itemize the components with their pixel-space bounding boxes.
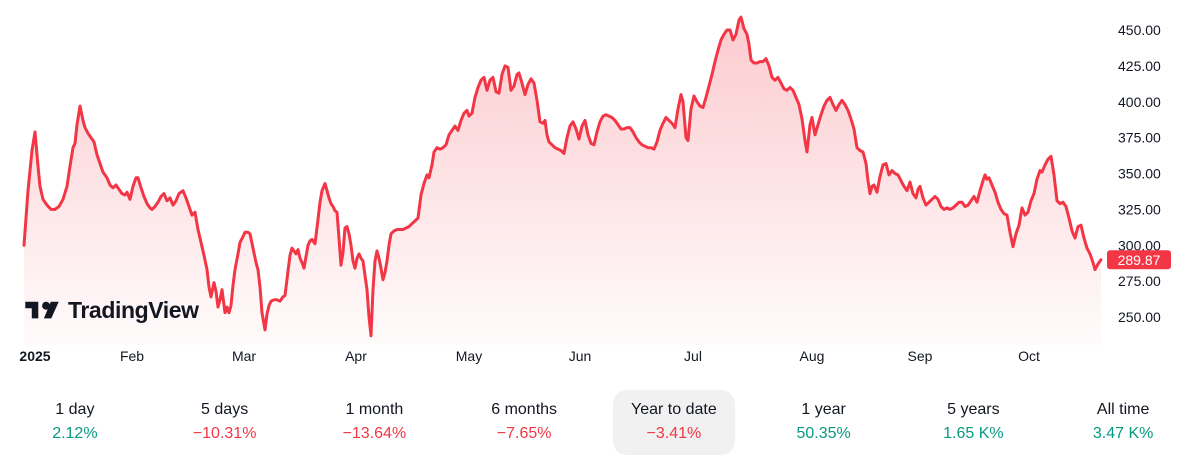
- range-button-5-years[interactable]: 5 years 1.65 K%: [919, 390, 1027, 455]
- range-label: 5 years: [947, 401, 1000, 418]
- range-button-1-year[interactable]: 1 year 50.35%: [770, 390, 878, 455]
- range-change: 1.65 K%: [943, 425, 1004, 442]
- x-axis-label: Sep: [908, 348, 933, 364]
- range-cell: 1 day 2.12%: [0, 390, 150, 455]
- y-axis-label: 375.00: [1118, 130, 1161, 146]
- x-axis-label: Mar: [232, 348, 256, 364]
- range-change: −7.65%: [496, 425, 552, 442]
- range-button-5-days[interactable]: 5 days −10.31%: [171, 390, 279, 455]
- tradingview-logo-icon: [25, 298, 59, 324]
- range-change: 50.35%: [796, 425, 851, 442]
- y-axis-label: 300.00: [1118, 237, 1161, 253]
- range-label: Year to date: [631, 401, 717, 418]
- x-axis-label: 2025: [19, 348, 50, 364]
- range-button-1-month[interactable]: 1 month −13.64%: [320, 390, 428, 455]
- range-change: −3.41%: [646, 425, 702, 442]
- tradingview-logo[interactable]: TradingView: [25, 297, 199, 324]
- range-cell: Year to date −3.41%: [599, 390, 749, 455]
- x-axis-label: Feb: [120, 348, 144, 364]
- range-cell: 6 months −7.65%: [449, 390, 599, 455]
- range-label: 1 year: [801, 401, 846, 418]
- range-change: −13.64%: [342, 425, 407, 442]
- x-axis-label: Jul: [684, 348, 702, 364]
- range-change: 3.47 K%: [1092, 425, 1154, 442]
- range-label: All time: [1096, 401, 1150, 418]
- range-cell: All time 3.47 K%: [1048, 390, 1198, 455]
- price-area: [24, 17, 1101, 345]
- range-cell: 5 years 1.65 K%: [899, 390, 1049, 455]
- x-axis-label: Apr: [345, 348, 367, 364]
- x-axis-label: May: [456, 348, 482, 364]
- range-label: 6 months: [491, 401, 558, 418]
- range-button-year-to-date[interactable]: Year to date −3.41%: [613, 390, 735, 455]
- last-price-badge: [1107, 250, 1171, 270]
- x-axis-label: Jun: [569, 348, 592, 364]
- x-axis-label: Oct: [1018, 348, 1040, 364]
- last-price-label: 289.87: [1118, 252, 1161, 268]
- price-line: [22, 15, 1103, 338]
- range-cell: 1 year 50.35%: [749, 390, 899, 455]
- y-axis-label: 250.00: [1118, 309, 1161, 325]
- y-axis-label: 450.00: [1118, 22, 1161, 38]
- range-change: −10.31%: [192, 425, 257, 442]
- range-change: 2.12%: [52, 425, 98, 442]
- range-button-1-day[interactable]: 1 day 2.12%: [21, 390, 129, 455]
- range-label: 1 month: [345, 401, 404, 418]
- price-chart-svg[interactable]: 450.00 425.00 400.00 375.00 350.00 325.00 300.…: [0, 0, 1198, 372]
- range-cell: 5 days −10.31%: [150, 390, 300, 455]
- x-axis-label: Aug: [800, 348, 825, 364]
- range-button-all-time[interactable]: All time 3.47 K%: [1069, 390, 1177, 455]
- y-axis-label: 350.00: [1118, 166, 1161, 182]
- range-cell: 1 month −13.64%: [300, 390, 450, 455]
- range-label: 1 day: [55, 401, 95, 418]
- range-button-6-months[interactable]: 6 months −7.65%: [470, 390, 578, 455]
- y-axis-label: 275.00: [1118, 273, 1161, 289]
- y-axis-label: 325.00: [1118, 201, 1161, 217]
- brand-name: TradingView: [68, 297, 199, 323]
- range-tabs: 1 day 2.12% 5 days −10.31% 1 month −13.64% 6 m…: [0, 390, 1198, 455]
- y-axis-label: 425.00: [1118, 58, 1161, 74]
- price-chart[interactable]: 450.00 425.00 400.00 375.00 350.00 325.00 300.…: [0, 0, 1198, 372]
- range-label: 5 days: [201, 401, 249, 418]
- y-axis-label: 400.00: [1118, 94, 1161, 110]
